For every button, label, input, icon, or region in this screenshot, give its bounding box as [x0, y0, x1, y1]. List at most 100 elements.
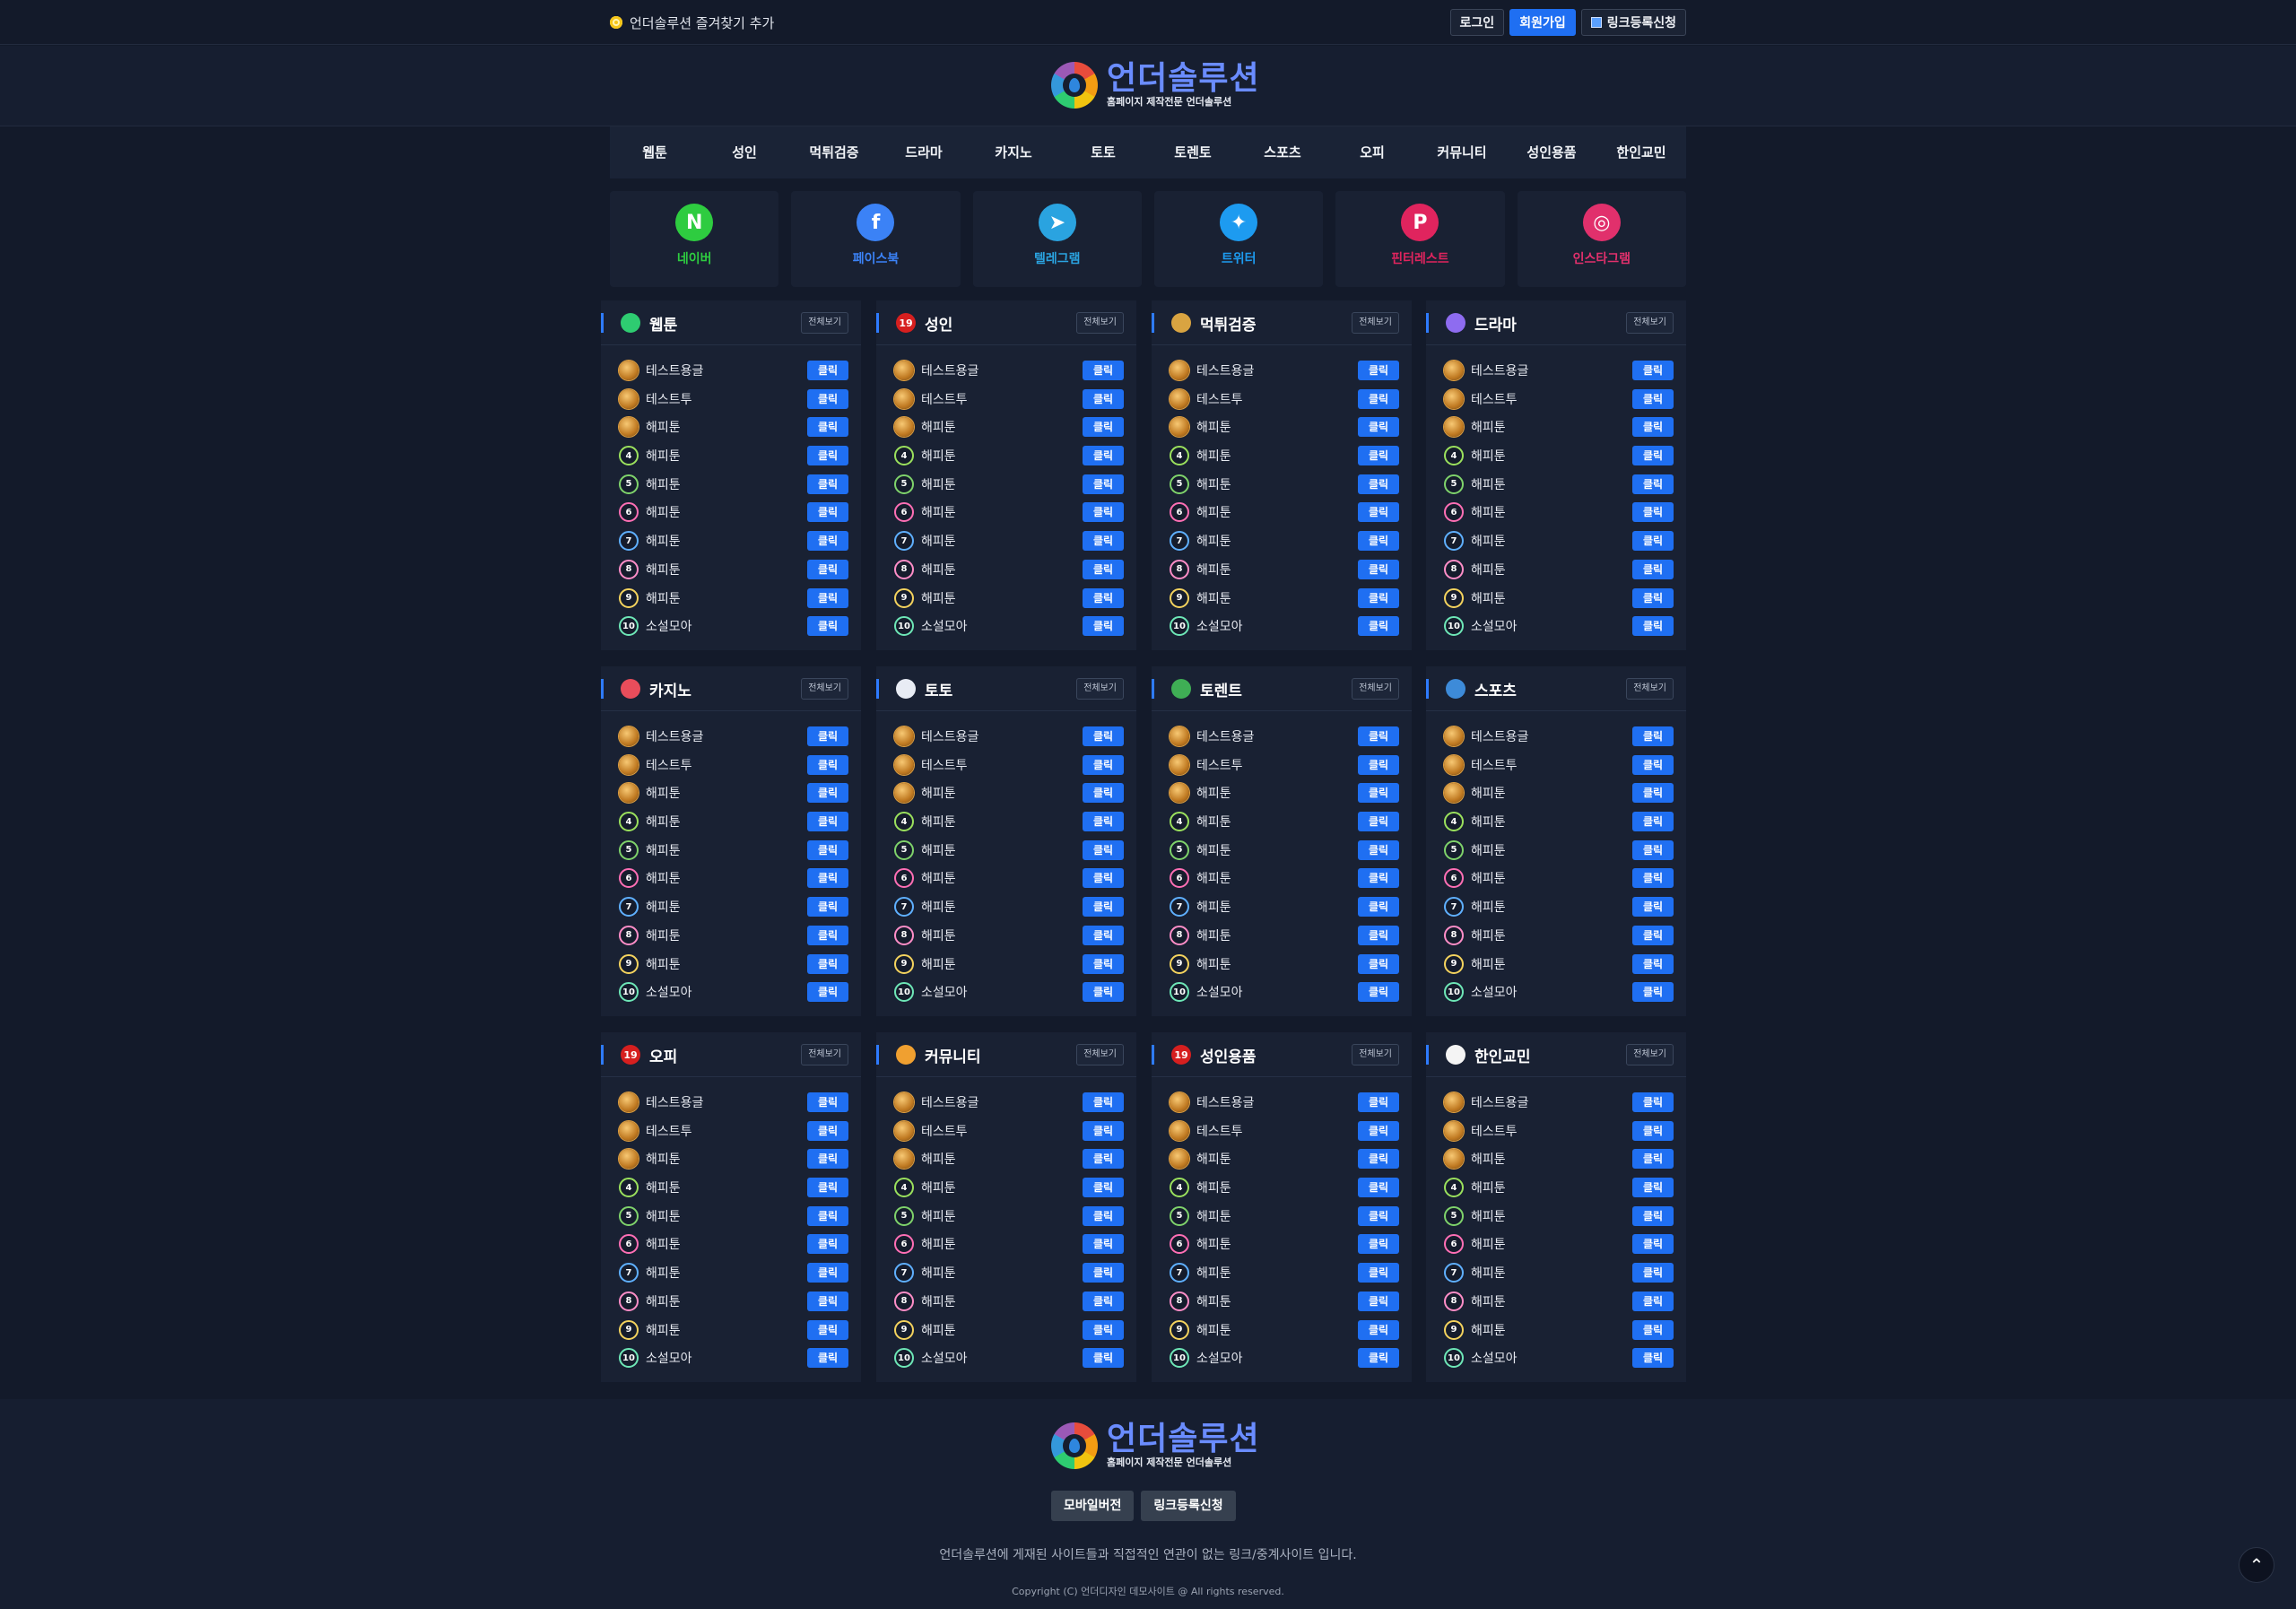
click-button[interactable]: 클릭	[1358, 587, 1399, 608]
list-item[interactable]: 5 해피툰 클릭	[1426, 1202, 1686, 1231]
list-item[interactable]: 테스트용글 클릭	[601, 356, 861, 385]
click-button[interactable]: 클릭	[807, 1120, 848, 1141]
click-button[interactable]: 클릭	[1083, 925, 1124, 945]
click-button[interactable]: 클릭	[1632, 726, 1674, 746]
list-item[interactable]: 8 해피툰 클릭	[876, 921, 1136, 950]
click-button[interactable]: 클릭	[807, 1234, 848, 1255]
list-item[interactable]: 7 해피툰 클릭	[1152, 892, 1412, 921]
click-button[interactable]: 클릭	[1632, 1205, 1674, 1226]
click-button[interactable]: 클릭	[1083, 1263, 1124, 1283]
list-item[interactable]: 6 해피툰 클릭	[1152, 864, 1412, 892]
view-all-button[interactable]: 전체보기	[1076, 678, 1124, 700]
click-button[interactable]: 클릭	[1358, 559, 1399, 579]
view-all-button[interactable]: 전체보기	[1352, 1044, 1399, 1065]
click-button[interactable]: 클릭	[1632, 754, 1674, 775]
click-button[interactable]: 클릭	[1632, 953, 1674, 974]
click-button[interactable]: 클릭	[1632, 1120, 1674, 1141]
list-item[interactable]: 7 해피툰 클릭	[1426, 892, 1686, 921]
click-button[interactable]: 클릭	[807, 446, 848, 466]
list-item[interactable]: 테스트용글 클릭	[1426, 1088, 1686, 1117]
click-button[interactable]: 클릭	[1358, 1319, 1399, 1340]
list-item[interactable]: 10 소설모아 클릭	[1152, 1344, 1412, 1372]
click-button[interactable]: 클릭	[1632, 616, 1674, 637]
click-button[interactable]: 클릭	[1358, 726, 1399, 746]
click-button[interactable]: 클릭	[807, 1263, 848, 1283]
list-item[interactable]: 8 해피툰 클릭	[1426, 555, 1686, 584]
site-logo[interactable]: 언더솔루션 홈페이지 제작전문 언더솔루션	[1051, 62, 1260, 109]
list-item[interactable]: 10 소설모아 클릭	[601, 612, 861, 640]
click-button[interactable]: 클릭	[807, 897, 848, 918]
view-all-button[interactable]: 전체보기	[1352, 312, 1399, 334]
click-button[interactable]: 클릭	[1358, 1234, 1399, 1255]
list-item[interactable]: 10 소설모아 클릭	[876, 612, 1136, 640]
click-button[interactable]: 클릭	[1083, 502, 1124, 523]
view-all-button[interactable]: 전체보기	[1076, 1044, 1124, 1065]
list-item[interactable]: 6 해피툰 클릭	[876, 498, 1136, 526]
list-item[interactable]: 테스트용글 클릭	[1152, 722, 1412, 751]
list-item[interactable]: 10 소설모아 클릭	[1152, 978, 1412, 1006]
list-item[interactable]: 9 해피툰 클릭	[601, 584, 861, 613]
list-item[interactable]: 7 해피툰 클릭	[601, 892, 861, 921]
click-button[interactable]: 클릭	[1083, 812, 1124, 832]
scroll-top-button[interactable]: ⌃	[2239, 1547, 2274, 1583]
list-item[interactable]: 6 해피툰 클릭	[601, 864, 861, 892]
click-button[interactable]: 클릭	[807, 388, 848, 409]
click-button[interactable]: 클릭	[1083, 1319, 1124, 1340]
nav-item[interactable]: 커뮤니티	[1437, 144, 1487, 161]
list-item[interactable]: 테스트용글 클릭	[876, 1088, 1136, 1117]
list-item[interactable]: 8 해피툰 클릭	[1426, 921, 1686, 950]
list-item[interactable]: 5 해피툰 클릭	[876, 836, 1136, 865]
click-button[interactable]: 클릭	[1358, 417, 1399, 438]
click-button[interactable]: 클릭	[1358, 1263, 1399, 1283]
click-button[interactable]: 클릭	[1083, 361, 1124, 380]
click-button[interactable]: 클릭	[807, 1205, 848, 1226]
click-button[interactable]: 클릭	[1632, 1319, 1674, 1340]
list-item[interactable]: 7 해피툰 클릭	[1152, 1258, 1412, 1287]
click-button[interactable]: 클릭	[1632, 1263, 1674, 1283]
list-item[interactable]: 9 해피툰 클릭	[1152, 1316, 1412, 1344]
click-button[interactable]: 클릭	[807, 1092, 848, 1112]
list-item[interactable]: 8 해피툰 클릭	[601, 921, 861, 950]
list-item[interactable]: 테스트용글 클릭	[1426, 722, 1686, 751]
list-item[interactable]: 8 해피툰 클릭	[1152, 1287, 1412, 1316]
list-item[interactable]: 10 소설모아 클릭	[601, 1344, 861, 1372]
click-button[interactable]: 클릭	[807, 587, 848, 608]
list-item[interactable]: 해피툰 클릭	[1152, 413, 1412, 441]
click-button[interactable]: 클릭	[1083, 783, 1124, 804]
list-item[interactable]: 해피툰 클릭	[601, 778, 861, 807]
list-item[interactable]: 8 해피툰 클릭	[1152, 921, 1412, 950]
social-card[interactable]: ◎ 인스타그램	[1517, 191, 1686, 287]
view-all-button[interactable]: 전체보기	[801, 312, 848, 334]
click-button[interactable]: 클릭	[1083, 1234, 1124, 1255]
list-item[interactable]: 6 해피툰 클릭	[1426, 498, 1686, 526]
list-item[interactable]: 4 해피툰 클릭	[1426, 441, 1686, 470]
click-button[interactable]: 클릭	[1083, 1149, 1124, 1170]
click-button[interactable]: 클릭	[1358, 783, 1399, 804]
list-item[interactable]: 8 해피툰 클릭	[876, 555, 1136, 584]
nav-item[interactable]: 토렌토	[1174, 144, 1212, 161]
list-item[interactable]: 테스트투 클릭	[1426, 385, 1686, 413]
list-item[interactable]: 9 해피툰 클릭	[601, 950, 861, 978]
nav-item[interactable]: 웹툰	[642, 144, 667, 161]
list-item[interactable]: 5 해피툰 클릭	[876, 1202, 1136, 1231]
list-item[interactable]: 10 소설모아 클릭	[1426, 1344, 1686, 1372]
click-button[interactable]: 클릭	[807, 868, 848, 889]
click-button[interactable]: 클릭	[1358, 953, 1399, 974]
click-button[interactable]: 클릭	[1083, 417, 1124, 438]
list-item[interactable]: 9 해피툰 클릭	[601, 1316, 861, 1344]
click-button[interactable]: 클릭	[1358, 502, 1399, 523]
click-button[interactable]: 클릭	[1358, 839, 1399, 860]
click-button[interactable]: 클릭	[1632, 559, 1674, 579]
list-item[interactable]: 5 해피툰 클릭	[1426, 470, 1686, 499]
list-item[interactable]: 테스트용글 클릭	[1426, 356, 1686, 385]
click-button[interactable]: 클릭	[1358, 1291, 1399, 1311]
list-item[interactable]: 4 해피툰 클릭	[601, 1173, 861, 1202]
click-button[interactable]: 클릭	[1632, 839, 1674, 860]
view-all-button[interactable]: 전체보기	[801, 1044, 848, 1065]
click-button[interactable]: 클릭	[1632, 474, 1674, 494]
list-item[interactable]: 6 해피툰 클릭	[601, 1230, 861, 1258]
social-card[interactable]: ✦ 트위터	[1153, 191, 1324, 287]
click-button[interactable]: 클릭	[1632, 1291, 1674, 1311]
list-item[interactable]: 테스트용글 클릭	[1152, 1088, 1412, 1117]
list-item[interactable]: 5 해피툰 클릭	[1426, 836, 1686, 865]
